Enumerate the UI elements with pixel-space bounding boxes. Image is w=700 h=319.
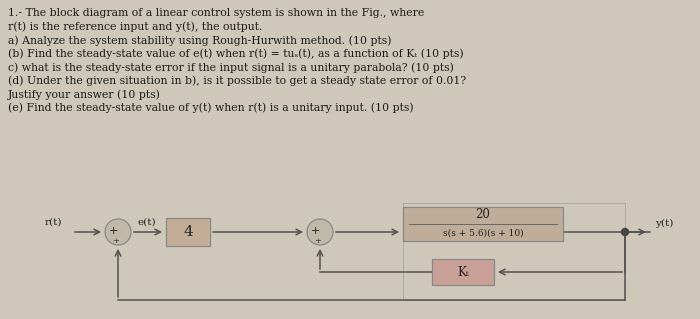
Circle shape: [307, 219, 333, 245]
Text: r(t): r(t): [45, 218, 62, 227]
Text: Kₜ: Kₜ: [457, 265, 469, 278]
Text: 1.- The block diagram of a linear control system is shown in the Fig., where: 1.- The block diagram of a linear contro…: [8, 8, 424, 18]
Circle shape: [105, 219, 131, 245]
Text: c) what is the steady-state error if the input signal is a unitary parabola? (10: c) what is the steady-state error if the…: [8, 62, 454, 72]
Text: s(s + 5.6)(s + 10): s(s + 5.6)(s + 10): [442, 229, 524, 238]
Text: +: +: [310, 226, 320, 236]
Circle shape: [622, 228, 629, 235]
Text: (d) Under the given situation in b), is it possible to get a steady state error : (d) Under the given situation in b), is …: [8, 76, 466, 86]
Bar: [403, 207, 563, 241]
Text: a) Analyze the system stability using Rough-Hurwith method. (10 pts): a) Analyze the system stability using Ro…: [8, 35, 391, 46]
Text: (e) Find the steady-state value of y(t) when r(t) is a unitary input. (10 pts): (e) Find the steady-state value of y(t) …: [8, 102, 414, 113]
Text: 4: 4: [183, 225, 193, 239]
Bar: [432, 259, 494, 285]
Bar: [166, 218, 210, 246]
Text: +: +: [113, 237, 120, 245]
Text: +: +: [314, 237, 321, 245]
Text: (b) Find the steady-state value of e(t) when r(t) = tuₛ(t), as a function of Kₜ : (b) Find the steady-state value of e(t) …: [8, 48, 463, 59]
Text: Justify your answer (10 pts): Justify your answer (10 pts): [8, 89, 161, 100]
Text: +: +: [108, 226, 118, 236]
Text: y(t): y(t): [655, 219, 673, 228]
Text: r(t) is the reference input and y(t), the output.: r(t) is the reference input and y(t), th…: [8, 21, 262, 32]
Text: e(t): e(t): [137, 218, 155, 227]
Text: 20: 20: [475, 208, 491, 221]
